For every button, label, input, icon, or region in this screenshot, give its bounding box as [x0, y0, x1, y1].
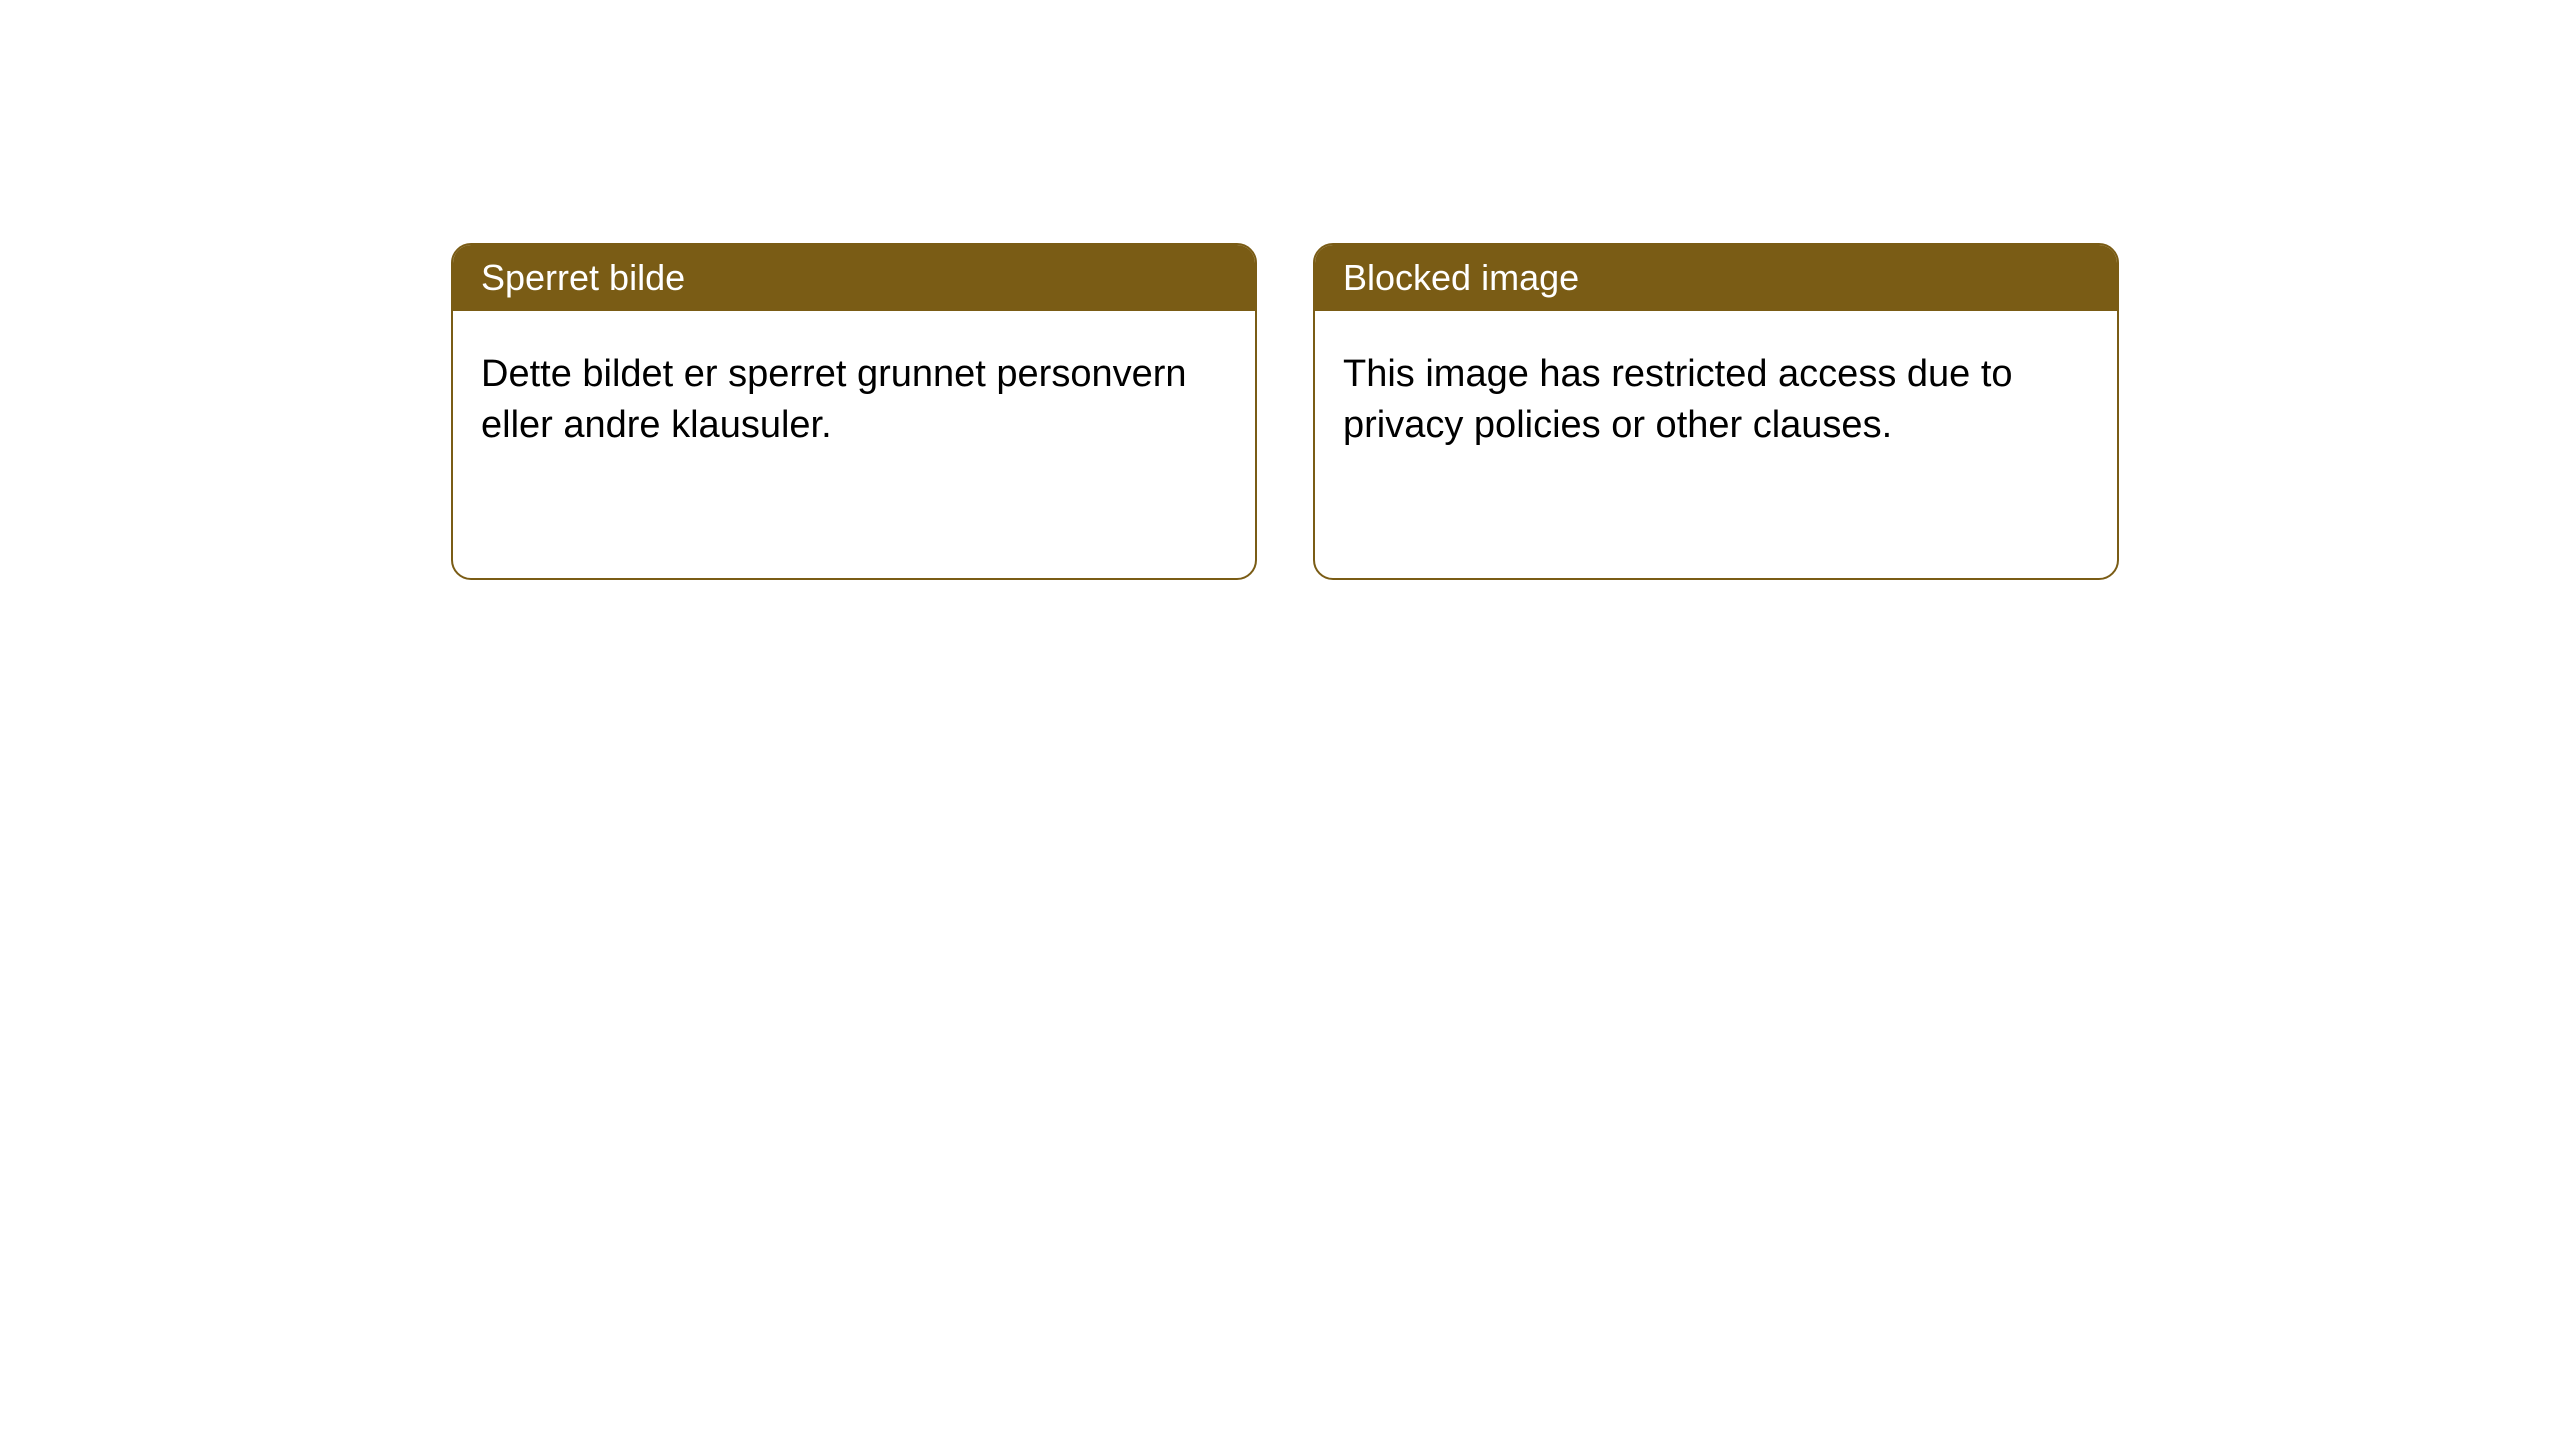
notice-title-norwegian: Sperret bilde	[453, 245, 1255, 311]
notice-container: Sperret bilde Dette bildet er sperret gr…	[451, 243, 2119, 580]
notice-title-english: Blocked image	[1315, 245, 2117, 311]
notice-body-english: This image has restricted access due to …	[1315, 311, 2117, 490]
notice-card-norwegian: Sperret bilde Dette bildet er sperret gr…	[451, 243, 1257, 580]
notice-card-english: Blocked image This image has restricted …	[1313, 243, 2119, 580]
notice-body-norwegian: Dette bildet er sperret grunnet personve…	[453, 311, 1255, 490]
